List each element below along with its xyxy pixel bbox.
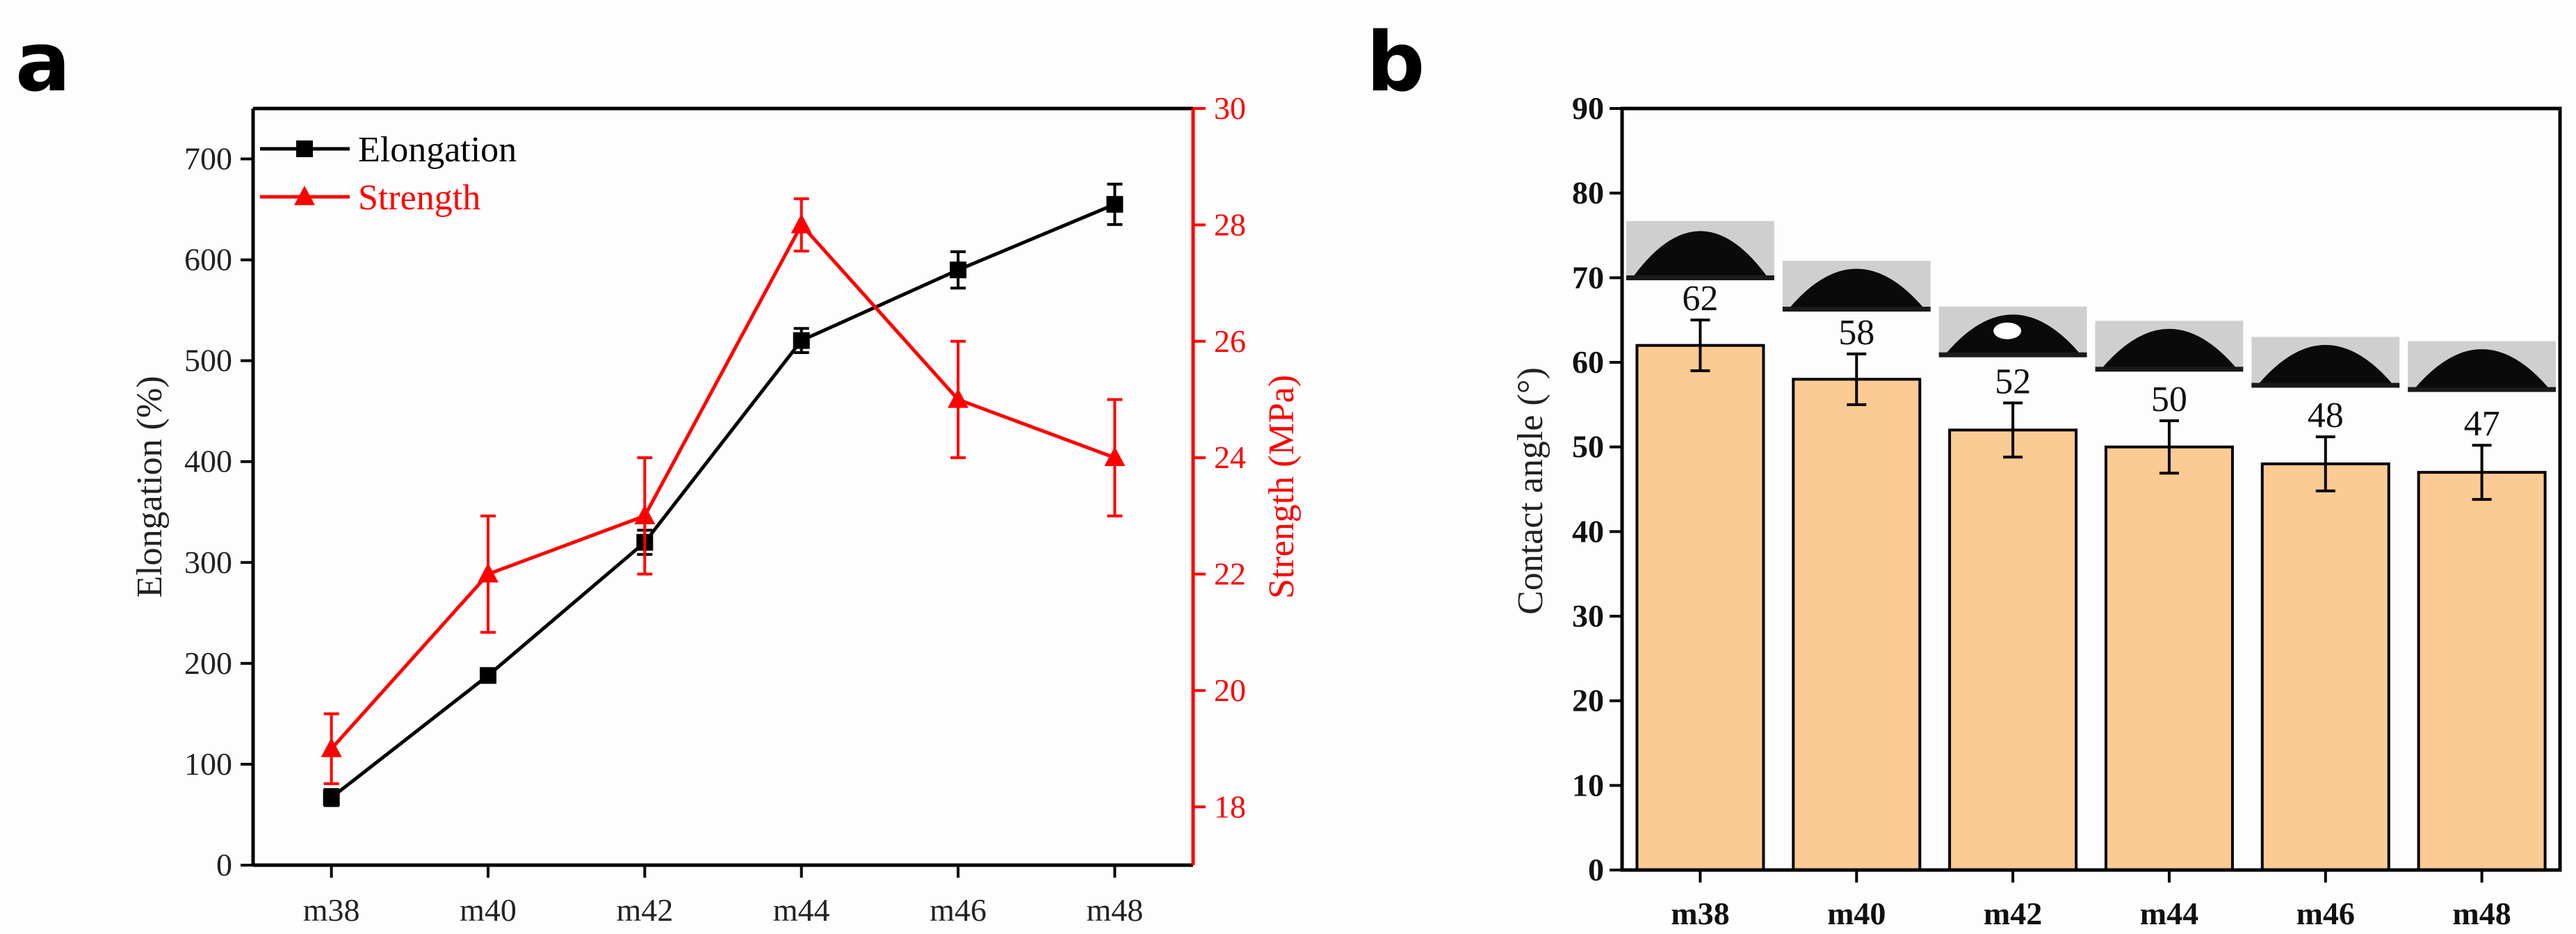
droplet-image [2095,321,2244,372]
x-tick-label: m42 [1984,896,2042,931]
panel-label-b: b [1366,14,1425,110]
x-tick-label: m38 [1671,896,1729,931]
droplet-shape [2415,349,2549,388]
x-tick-label: m44 [773,892,830,928]
data-label: 62 [1682,279,1718,319]
y-tick-label: 400 [184,444,232,479]
data-point-strength [321,737,342,757]
y-tick-label: 300 [184,545,232,580]
droplet-shape [2103,328,2236,368]
data-point-elongation [1106,195,1124,213]
y2-tick-label: 26 [1214,323,1246,359]
data-label: 58 [1838,313,1874,353]
y-tick-label: 0 [1588,852,1604,887]
y-tick-label: 600 [184,242,232,277]
y-axis-title: Contact angle (°) [1511,367,1550,615]
y2-tick-label: 24 [1214,440,1246,475]
data-label: 50 [2151,380,2187,419]
data-point-elongation [950,261,966,279]
y-tick-label: 50 [1572,429,1604,465]
legend-marker-square [296,140,313,157]
y-tick-label: 200 [184,645,232,681]
y-tick-label: 700 [184,141,232,177]
y2-tick-label: 22 [1214,556,1246,592]
series-line-strength [330,222,1116,750]
bar [2260,462,2390,871]
droplet-shape [1790,268,1924,307]
y-tick-label: 100 [184,746,232,782]
droplet-shape [2258,345,2392,384]
x-tick-label: m48 [2452,896,2511,931]
panel-label-a: a [15,14,71,110]
x-tick-label: m40 [460,892,517,928]
data-point-strength [791,214,812,234]
chart-b-contact-angle: 62 58 52 50 48 47 0 10 20 30 40 50 60 70 80 90 m38 m40 m42… [1511,90,2562,931]
x-tick-label: m44 [2140,896,2198,931]
data-point-strength [1104,446,1126,467]
data-point-elongation [480,667,496,684]
bar [1792,378,1922,871]
y-tick-label: 40 [1572,513,1604,549]
chart-a-elongation-strength: 0 100 200 300 400 500 600 700 18 20 22 24 26 28 30 m38 m… [130,90,1302,928]
bar [1948,428,2078,871]
legend-label: Strength [358,178,480,218]
droplet-shape [1633,231,1767,276]
droplet-highlight [1993,322,2022,339]
y-tick-label: 60 [1572,344,1604,380]
droplet-image [1782,261,1931,312]
droplet-image [2251,337,2400,388]
data-point-strength [948,388,969,408]
data-label: 52 [1995,362,2031,401]
y2-tick-label: 30 [1214,90,1246,126]
substrate-line [2095,367,2244,372]
y2-tick-label: 18 [1214,789,1246,824]
y2-axis-title: Strength (MPa) [1262,375,1302,599]
bar [1635,344,1765,871]
data-label: 48 [2308,396,2344,435]
data-point-elongation [323,789,340,806]
x-tick-label: m46 [2296,896,2355,931]
series-line-elongation [330,202,1116,799]
y-tick-label: 30 [1572,598,1604,634]
x-tick-label: m46 [930,892,987,928]
substrate-line [2408,387,2556,392]
plot-frame [1620,106,2562,872]
y-tick-label: 10 [1572,767,1604,803]
substrate-line [1782,307,1931,312]
y2-tick-label: 20 [1214,673,1246,708]
legend-marker-triangle [294,186,315,205]
legend-label: Elongation [358,130,517,170]
x-tick-label: m38 [303,892,360,928]
x-tick-label: m42 [616,892,673,928]
x-tick-label: m40 [1827,896,1886,931]
y-tick-label: 90 [1572,90,1604,126]
droplet-image [1938,306,2087,357]
y-tick-label: 20 [1572,683,1604,718]
y-axis-title: Elongation (%) [130,376,170,597]
y-tick-label: 80 [1572,175,1604,211]
data-label: 47 [2464,404,2500,444]
substrate-line [1626,275,1774,280]
y-tick-label: 500 [184,343,232,378]
droplet-image [2408,341,2556,392]
bar [2417,471,2547,871]
x-tick-label: m48 [1086,892,1143,928]
data-point-strength [478,563,499,583]
substrate-line [1938,352,2087,357]
y-tick-label: 70 [1572,259,1604,295]
bar [2104,445,2234,871]
data-point-strength [634,504,656,524]
y-tick-label: 0 [216,847,232,883]
y2-tick-label: 28 [1214,207,1246,242]
substrate-line [2251,383,2400,388]
data-point-elongation [793,332,810,349]
droplet-image [1626,220,1774,280]
